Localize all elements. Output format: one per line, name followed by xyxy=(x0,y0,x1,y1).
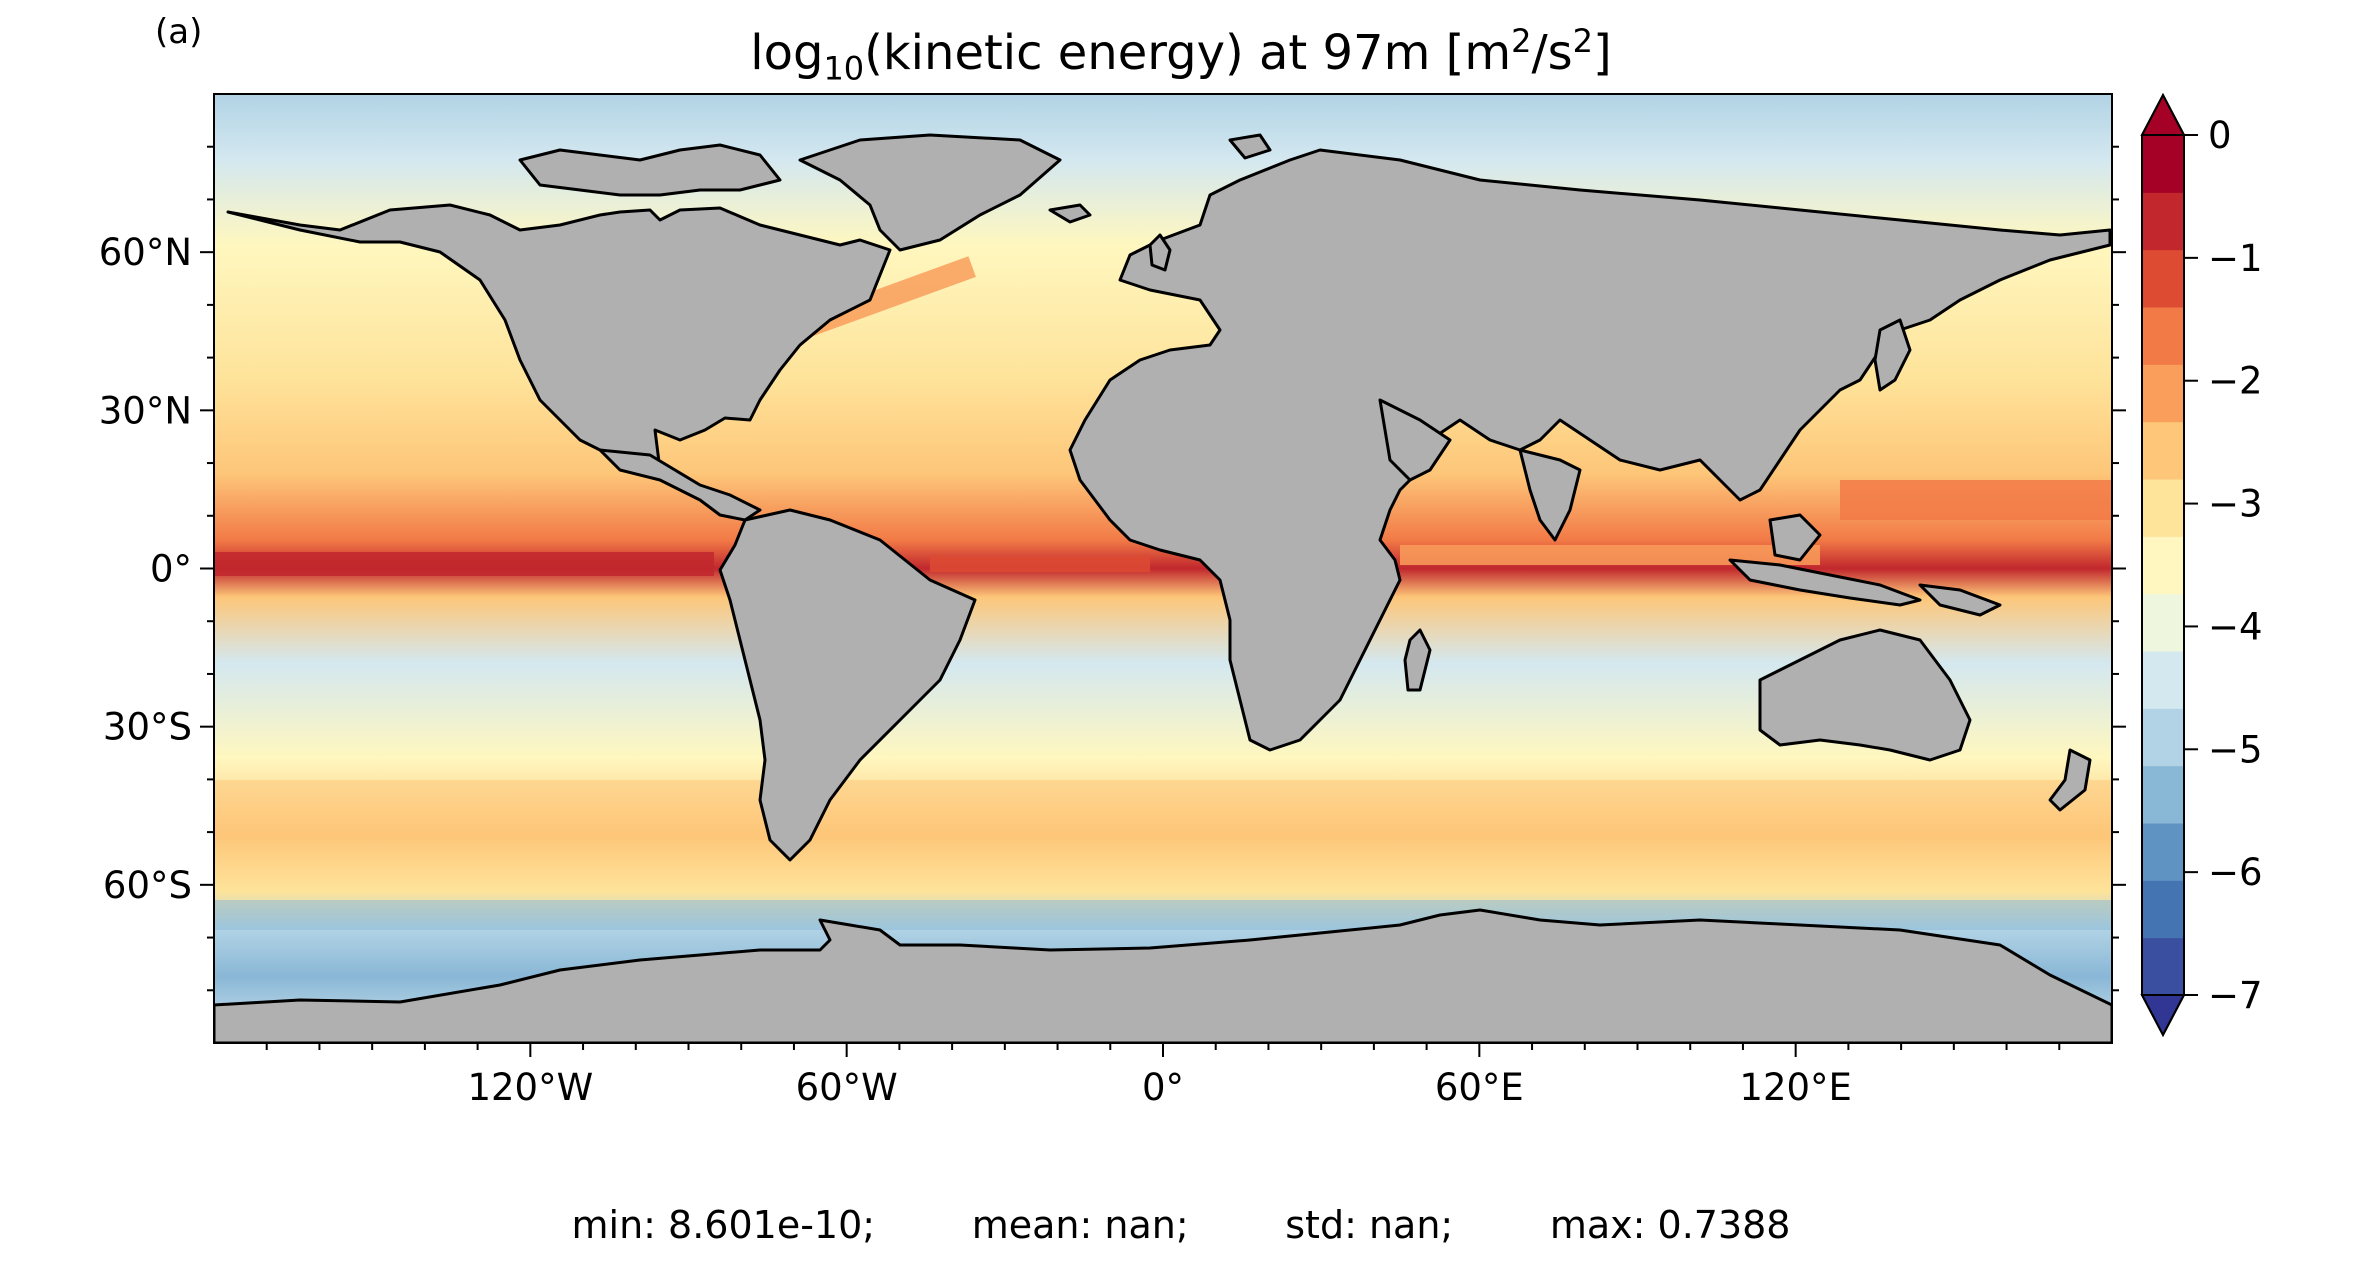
colorbar-segment xyxy=(2142,192,2184,251)
colorbar-tick-label: −1 xyxy=(2208,237,2263,280)
colorbar-tick-label: −2 xyxy=(2208,360,2263,403)
lon-tick-label: 120°W xyxy=(467,1066,593,1109)
colorbar-segment xyxy=(2142,307,2184,365)
latitude-axis: 60°N 30°N 0° 30°S 60°S xyxy=(99,145,2126,992)
colorbar-segment xyxy=(2142,937,2184,996)
equatorial-current xyxy=(214,552,714,576)
colorbar-segment xyxy=(2142,765,2184,824)
australia xyxy=(1758,628,1972,762)
new-zealand xyxy=(2048,748,2092,812)
stats-line: min: 8.601e-10; mean: nan; std: nan; max… xyxy=(571,1203,1791,1247)
colorbar-segment xyxy=(2142,593,2184,652)
lat-tick-label: 30°S xyxy=(103,706,192,749)
panel-label: (a) xyxy=(155,12,203,52)
india xyxy=(1518,448,1582,542)
colorbar-segment xyxy=(2142,708,2184,767)
colorbar-segment xyxy=(2142,479,2184,537)
lat-tick-label: 30°N xyxy=(99,389,192,432)
longitude-axis: 120°W 60°W 0° 60°E 120°E xyxy=(265,1043,2061,1109)
kuroshio-band xyxy=(1840,480,2112,520)
colorbar-over-arrow xyxy=(2140,92,2186,136)
equatorial-current-atlantic xyxy=(930,556,1150,572)
colorbar-segment xyxy=(2142,249,2184,308)
canadian-arctic xyxy=(518,143,782,197)
lon-tick-label: 0° xyxy=(1142,1066,1184,1109)
south-america xyxy=(718,508,977,862)
lat-tick-label: 60°N xyxy=(99,231,192,274)
colorbar-segment xyxy=(2142,651,2184,709)
colorbar-tick-label: −7 xyxy=(2208,974,2263,1017)
indian-ocean-band xyxy=(1400,545,1820,565)
lon-tick-label: 60°E xyxy=(1435,1066,1524,1109)
uk xyxy=(1148,233,1172,272)
map-panel xyxy=(214,94,2112,1043)
ocean-features xyxy=(214,256,2112,930)
colorbar-segment xyxy=(2142,823,2184,881)
southern-ocean-band xyxy=(214,780,2112,840)
colorbar: 0 −1 −2 −3 −4 −5 −6 −7 xyxy=(2140,92,2263,1038)
new-guinea xyxy=(1918,583,2002,617)
iceland xyxy=(1048,203,1092,224)
colorbar-segment xyxy=(2142,421,2184,480)
colorbar-tick-label: −5 xyxy=(2208,728,2263,771)
lat-tick-label: 60°S xyxy=(103,864,192,907)
lat-tick-label: 0° xyxy=(150,548,192,591)
land-masses xyxy=(214,133,2112,1043)
svalbard xyxy=(1228,133,1272,160)
borneo xyxy=(1768,513,1822,562)
colorbar-tick-label: −3 xyxy=(2208,483,2263,526)
colorbar-under-arrow xyxy=(2140,994,2186,1038)
central-america xyxy=(598,448,762,522)
map-title: log10(kinetic energy) at 97m [m2/s2] xyxy=(750,22,1612,88)
colorbar-segment xyxy=(2142,364,2184,423)
lon-tick-label: 120°E xyxy=(1739,1066,1852,1109)
colorbar-tick-label: −4 xyxy=(2208,605,2263,648)
japan xyxy=(1873,318,1912,392)
colorbar-tick-label: 0 xyxy=(2208,114,2232,157)
colorbar-tick-label: −6 xyxy=(2208,851,2263,894)
north-america xyxy=(226,203,892,472)
greenland xyxy=(798,133,1062,252)
madagascar xyxy=(1403,628,1432,692)
colorbar-segment xyxy=(2142,135,2184,193)
indonesia xyxy=(1728,558,1922,607)
colorbar-segment xyxy=(2142,536,2184,595)
arabia xyxy=(1378,398,1452,482)
eurasia-africa xyxy=(1068,148,2112,752)
antarctica xyxy=(214,908,2112,1043)
lon-tick-label: 60°W xyxy=(796,1066,898,1109)
colorbar-segment xyxy=(2142,880,2184,939)
